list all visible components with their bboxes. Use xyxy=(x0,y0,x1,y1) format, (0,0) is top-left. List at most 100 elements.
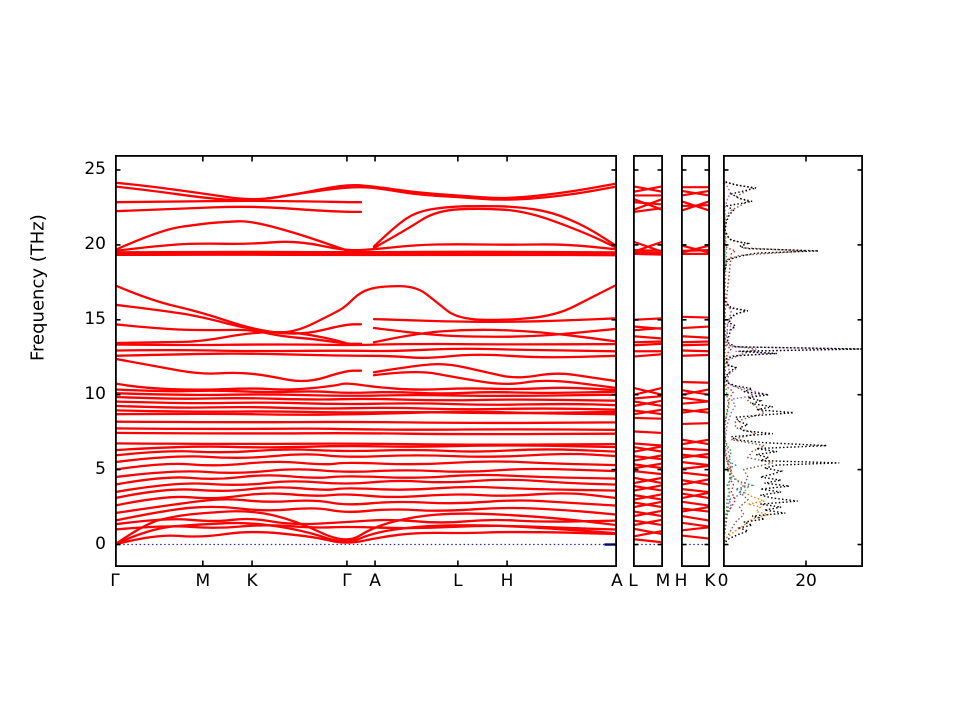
phonon-band xyxy=(681,487,710,494)
phonon-band xyxy=(115,240,617,253)
phonon-band xyxy=(633,207,663,214)
phonon-band xyxy=(633,335,663,340)
phonon-band xyxy=(115,331,348,345)
y-tick-label: 10 xyxy=(84,384,106,405)
phonon-band xyxy=(681,447,710,452)
phonon-band xyxy=(372,363,617,383)
phonon-band xyxy=(681,514,710,522)
phonon-band xyxy=(115,352,617,359)
phonon-band xyxy=(681,438,710,446)
phonon-band xyxy=(115,347,617,353)
phonon-band xyxy=(372,317,617,323)
phonon-band xyxy=(633,527,663,536)
x-tick-label: K xyxy=(704,571,716,591)
phonon-band xyxy=(115,252,617,256)
phonon-band xyxy=(633,470,663,476)
phonon-band xyxy=(115,250,617,254)
y-tick-label: 15 xyxy=(84,309,106,330)
phonon-band xyxy=(633,399,663,408)
phonon-band xyxy=(681,478,710,486)
x-tick-label: L xyxy=(628,571,638,591)
phonon-band xyxy=(633,317,663,321)
phonon-band xyxy=(115,473,617,486)
x-tick-label: 0 xyxy=(717,571,729,591)
phonon-band xyxy=(115,427,617,432)
axes-border xyxy=(633,155,663,567)
x-tick-label: A xyxy=(611,571,623,591)
phonon-band xyxy=(633,395,663,400)
x-tick-label: A xyxy=(369,571,381,591)
phonon-band xyxy=(681,249,710,252)
y-tick-label: 20 xyxy=(84,234,106,255)
partial-dos-brown-curve xyxy=(723,179,807,545)
phonon-band xyxy=(633,386,663,396)
phonon-band xyxy=(115,505,617,522)
phonon-band xyxy=(633,500,663,509)
phonon-band xyxy=(115,517,617,526)
phonon-band xyxy=(681,349,710,353)
phonon-band xyxy=(633,249,663,252)
phonon-band xyxy=(633,416,663,420)
phonon-band xyxy=(681,407,710,414)
axes-border xyxy=(115,155,617,567)
total-dos-black-curve xyxy=(723,178,862,546)
phonon-band xyxy=(681,335,710,339)
phonon-band xyxy=(115,478,617,494)
x-tick-label: M xyxy=(195,571,211,591)
phonon-band xyxy=(633,430,663,435)
phonon-band xyxy=(633,445,663,453)
phonon-band xyxy=(372,204,617,248)
phonon-band xyxy=(115,498,617,515)
phonon-band xyxy=(633,462,663,470)
phonon-band xyxy=(633,484,663,492)
phonon-band xyxy=(115,388,617,395)
x-tick-label: L xyxy=(453,571,463,591)
axes-border xyxy=(723,155,863,567)
phonon-band xyxy=(115,404,617,411)
bands-lm-panel xyxy=(633,155,663,567)
phonon-band xyxy=(681,521,710,528)
phonon-band xyxy=(681,471,710,477)
phonon-band xyxy=(115,253,617,257)
phonon-band xyxy=(681,400,710,405)
bands-main-panel xyxy=(115,155,617,567)
phonon-band xyxy=(681,422,710,426)
phonon-band xyxy=(372,207,617,250)
phonon-band xyxy=(633,493,663,501)
phonon-band xyxy=(115,410,617,416)
x-tick-label: Γ xyxy=(110,571,120,591)
phonon-band xyxy=(372,326,617,338)
phonon-band xyxy=(633,518,663,527)
phonon-band xyxy=(681,325,710,330)
phonon-band xyxy=(633,252,663,256)
x-tick-label: H xyxy=(674,571,688,591)
y-tick-label: 5 xyxy=(95,459,106,480)
phonon-band xyxy=(633,529,663,538)
phonon-band xyxy=(115,431,617,436)
phonon-band xyxy=(115,492,617,507)
phonon-band xyxy=(633,476,663,485)
partial-dos-purple-curve xyxy=(723,181,861,545)
phonon-band xyxy=(115,442,617,446)
phonon-band xyxy=(633,408,663,416)
phonon-band xyxy=(115,283,617,334)
phonon-band xyxy=(633,340,663,344)
phonon-band xyxy=(115,448,617,457)
phonon-band xyxy=(633,326,663,332)
phonon-band xyxy=(115,510,617,546)
phonon-band xyxy=(633,185,663,193)
phonon-band xyxy=(115,467,617,479)
phonon-band xyxy=(681,315,710,319)
phonon-band xyxy=(681,464,710,470)
phonon-band xyxy=(633,442,663,447)
phonon-band xyxy=(633,251,663,255)
phonon-band xyxy=(115,400,617,407)
phonon-band xyxy=(681,204,710,208)
x-tick-label: H xyxy=(500,571,514,591)
phonon-band xyxy=(681,461,710,467)
phonon-band xyxy=(115,395,617,402)
phonon-band xyxy=(681,526,710,532)
phonon-band xyxy=(633,198,663,211)
x-tick-label: M xyxy=(655,571,671,591)
